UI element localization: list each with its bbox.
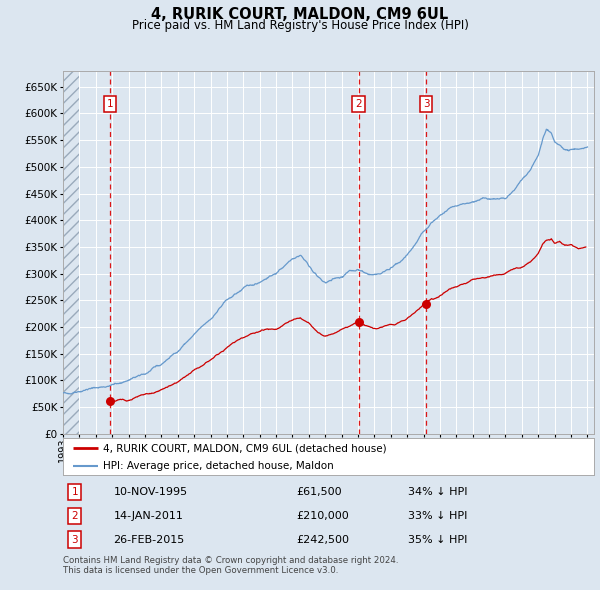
Text: 3: 3 xyxy=(71,535,78,545)
Text: 2: 2 xyxy=(71,511,78,521)
Text: 1: 1 xyxy=(107,99,113,109)
Text: £242,500: £242,500 xyxy=(296,535,350,545)
Text: £210,000: £210,000 xyxy=(296,511,349,521)
Text: 1: 1 xyxy=(71,487,78,497)
Text: 35% ↓ HPI: 35% ↓ HPI xyxy=(408,535,467,545)
Text: HPI: Average price, detached house, Maldon: HPI: Average price, detached house, Mald… xyxy=(103,461,334,471)
Text: 34% ↓ HPI: 34% ↓ HPI xyxy=(408,487,467,497)
Text: Contains HM Land Registry data © Crown copyright and database right 2024.
This d: Contains HM Land Registry data © Crown c… xyxy=(63,556,398,575)
Text: 33% ↓ HPI: 33% ↓ HPI xyxy=(408,511,467,521)
Text: 2: 2 xyxy=(355,99,362,109)
Text: 4, RURIK COURT, MALDON, CM9 6UL: 4, RURIK COURT, MALDON, CM9 6UL xyxy=(151,7,449,22)
Text: 3: 3 xyxy=(423,99,430,109)
Text: 14-JAN-2011: 14-JAN-2011 xyxy=(113,511,184,521)
Bar xyxy=(63,71,79,434)
Text: Price paid vs. HM Land Registry's House Price Index (HPI): Price paid vs. HM Land Registry's House … xyxy=(131,19,469,32)
Text: 4, RURIK COURT, MALDON, CM9 6UL (detached house): 4, RURIK COURT, MALDON, CM9 6UL (detache… xyxy=(103,443,386,453)
Text: £61,500: £61,500 xyxy=(296,487,342,497)
Text: 26-FEB-2015: 26-FEB-2015 xyxy=(113,535,185,545)
Text: 10-NOV-1995: 10-NOV-1995 xyxy=(113,487,188,497)
